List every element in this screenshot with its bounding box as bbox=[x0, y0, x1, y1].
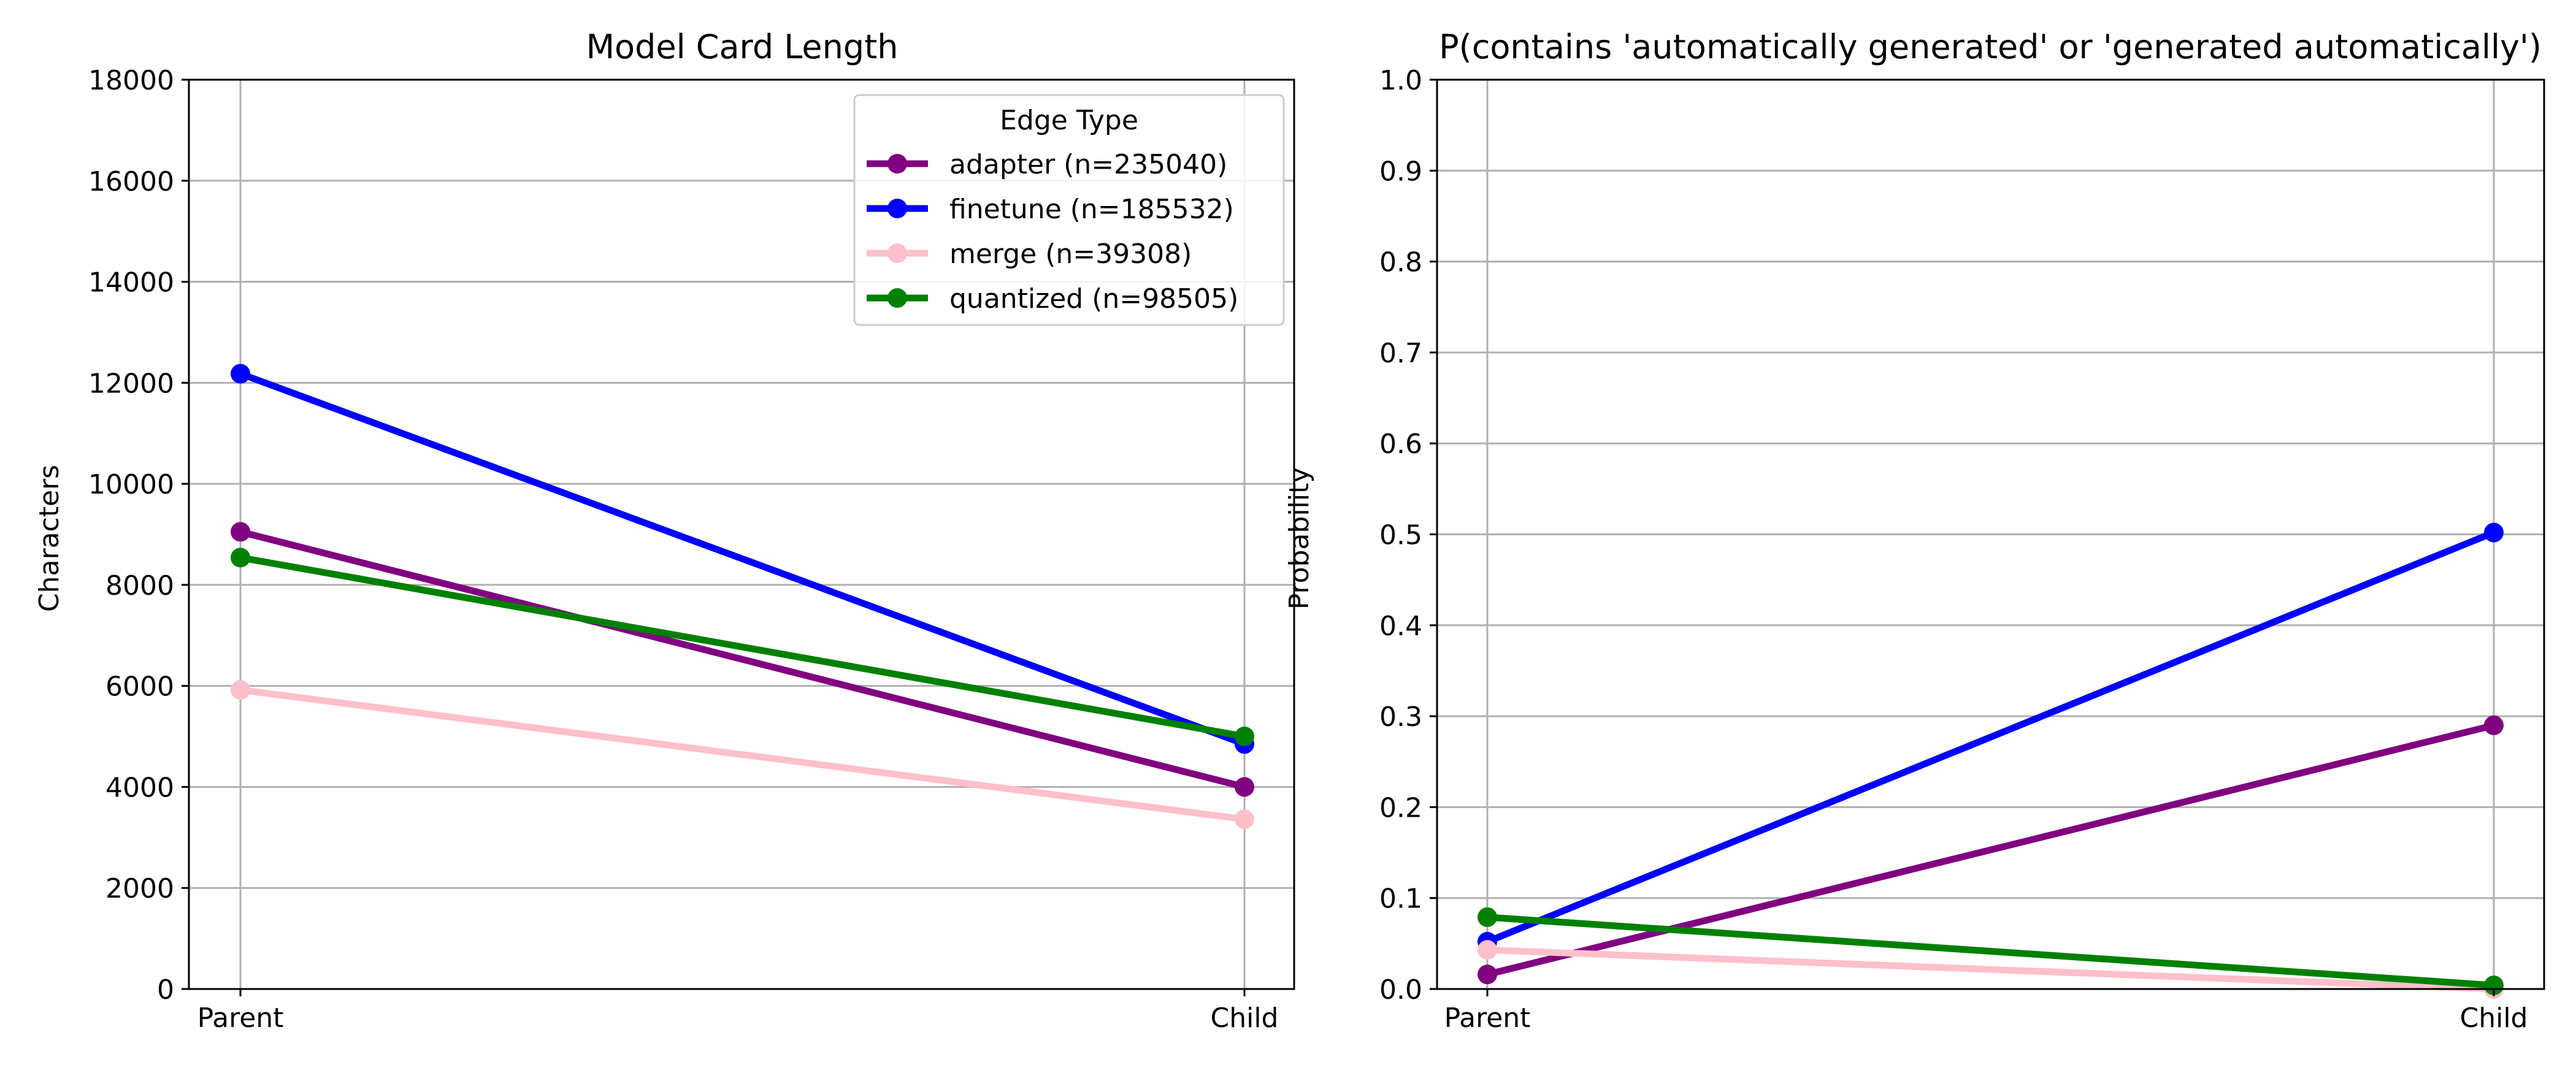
y-tick-label: 0.5 bbox=[1379, 520, 1422, 551]
quantized-point-child bbox=[2484, 976, 2504, 996]
y-tick-label: 12000 bbox=[88, 368, 174, 399]
y-tick-label: 0.2 bbox=[1379, 792, 1422, 823]
y-tick-label: 0.9 bbox=[1379, 156, 1422, 187]
merge-point-child bbox=[1235, 809, 1254, 830]
legend-swatch-marker bbox=[887, 154, 907, 174]
card-length-axes-frame bbox=[188, 78, 1295, 990]
probability-series bbox=[1478, 522, 2504, 999]
adapter-point-parent bbox=[231, 522, 250, 542]
legend-box bbox=[853, 94, 1285, 326]
legend-entry: quantized (n=98505) bbox=[949, 283, 1238, 315]
legend-entry: adapter (n=235040) bbox=[949, 149, 1227, 180]
auto-generated-probability-chart: P(contains 'automatically generated' or … bbox=[1284, 28, 2545, 1034]
y-tick-label: 10000 bbox=[88, 469, 174, 500]
y-tick-label: 1.0 bbox=[1379, 65, 1422, 96]
x-tick-label-parent: Parent bbox=[1444, 1002, 1531, 1034]
legend-swatch-marker bbox=[887, 199, 907, 218]
legend-swatch-marker bbox=[887, 243, 907, 263]
auto-generated-chart-title: P(contains 'automatically generated' or … bbox=[1439, 28, 2542, 66]
legend: Edge Type adapter (n=235040) finetune (n=1… bbox=[853, 94, 1285, 326]
x-tick-label-child: Child bbox=[1211, 1002, 1279, 1034]
x-tick-label-child: Child bbox=[2460, 1002, 2528, 1034]
adapter-point-child bbox=[2484, 715, 2504, 735]
y-tick-label: 14000 bbox=[88, 267, 174, 299]
y-tick-label: 8000 bbox=[105, 570, 174, 601]
plot-area-border bbox=[188, 78, 1295, 990]
y-tick-label: 0 bbox=[157, 974, 174, 1006]
y-tick-label: 0.0 bbox=[1379, 974, 1422, 1006]
probability-tick-labels: 0.0 0.1 0.2 0.3 0.4 0.5 0.6 0.7 0.8 0.9 1.0 Parent C… bbox=[1379, 65, 2528, 1034]
finetune-point-child bbox=[2484, 522, 2504, 543]
card-length-tick-labels: 0 2000 4000 6000 8000 10000 12000 14000 16000 180… bbox=[88, 65, 1278, 1034]
y-tick-label: 0.1 bbox=[1379, 884, 1422, 915]
y-tick-label: 6000 bbox=[105, 671, 174, 703]
legend-swatch-marker bbox=[887, 288, 907, 308]
y-tick-label: 18000 bbox=[88, 65, 174, 96]
y-tick-label: 0.8 bbox=[1379, 247, 1422, 278]
quantized-point-parent bbox=[231, 548, 250, 568]
finetune-point-parent bbox=[231, 364, 250, 384]
quantized-point-child bbox=[1235, 727, 1254, 747]
y-tick-label: 0.6 bbox=[1379, 429, 1422, 460]
merge-point-parent bbox=[231, 680, 250, 700]
merge-point-parent bbox=[1478, 940, 1497, 960]
legend-entry: finetune (n=185532) bbox=[949, 194, 1234, 225]
card-length-chart: Model Card Length Characters 0 2000 4000 60… bbox=[34, 28, 1295, 1034]
legend-title: Edge Type bbox=[1000, 105, 1138, 136]
merge-series-line bbox=[1487, 946, 2494, 993]
y-tick-label: 2000 bbox=[105, 873, 174, 904]
adapter-series-line bbox=[239, 529, 1246, 790]
legend-entry: merge (n=39308) bbox=[949, 239, 1192, 270]
quantized-point-parent bbox=[1478, 907, 1497, 927]
y-tick-label: 0.7 bbox=[1379, 338, 1422, 369]
adapter-point-child bbox=[1235, 777, 1254, 797]
y-tick-label: 4000 bbox=[105, 772, 174, 803]
quantized-series-line bbox=[1487, 914, 2494, 989]
y-tick-label: 0.3 bbox=[1379, 701, 1422, 733]
probability-y-axis-label: Probability bbox=[1284, 467, 1315, 610]
card-length-chart-title: Model Card Length bbox=[586, 28, 898, 66]
adapter-point-parent bbox=[1478, 964, 1497, 985]
y-tick-label: 16000 bbox=[88, 166, 174, 197]
quantized-series-line bbox=[240, 554, 1245, 740]
card-length-y-axis-label: Characters bbox=[34, 465, 65, 612]
x-tick-label-parent: Parent bbox=[197, 1002, 284, 1034]
finetune-series-line bbox=[239, 370, 1246, 747]
finetune-series-line bbox=[1485, 529, 2496, 945]
adapter-series-line bbox=[1486, 722, 2495, 978]
card-length-series bbox=[231, 364, 1254, 830]
y-tick-label: 0.4 bbox=[1379, 611, 1422, 642]
merge-series-line bbox=[240, 686, 1245, 823]
